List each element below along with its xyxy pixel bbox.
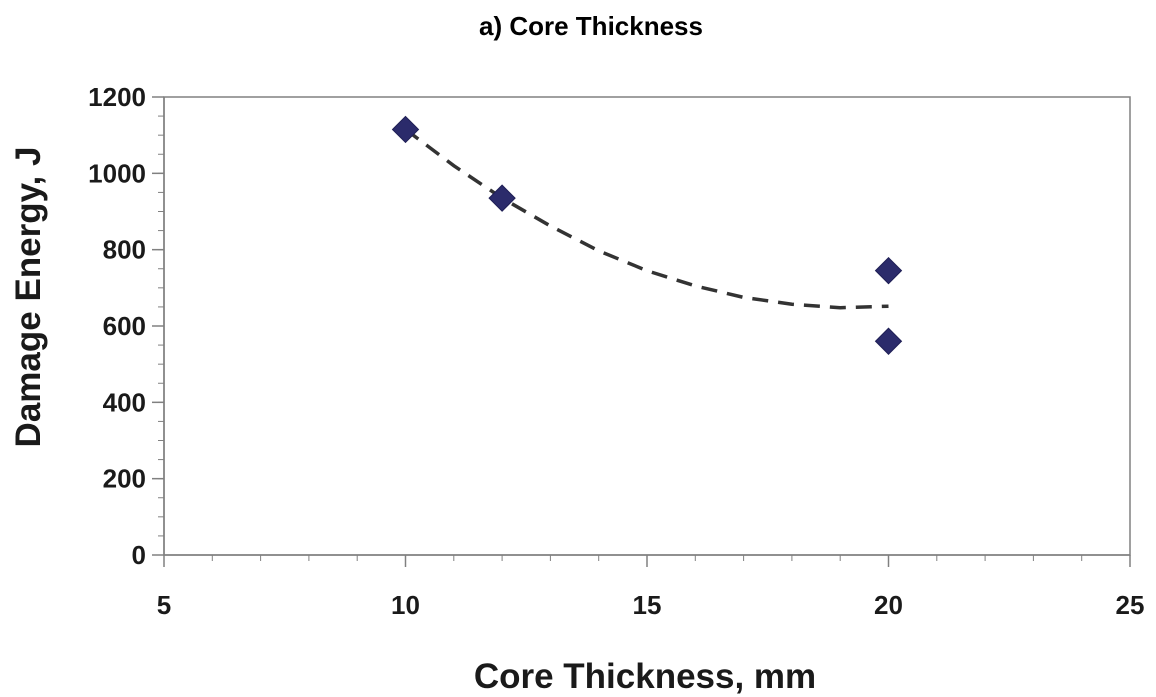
x-tick-label: 10 [391, 590, 420, 620]
data-point-diamond [874, 256, 903, 285]
y-tick-label: 600 [103, 311, 146, 341]
data-points [391, 115, 903, 355]
x-axis-label: Core Thickness, mm [474, 657, 816, 696]
axes: 0 200 400 600 800 1000 1200 5 10 15 20 25 [88, 82, 1144, 620]
data-point-diamond [488, 184, 516, 212]
data-point-diamond [391, 115, 420, 144]
x-tick-label: 20 [874, 590, 903, 620]
y-tick-label: 0 [132, 540, 146, 570]
x-tick-label: 25 [1116, 590, 1145, 620]
y-tick-label: 200 [103, 464, 146, 494]
y-tick-label: 1000 [88, 158, 146, 188]
y-tick-label: 800 [103, 235, 146, 265]
data-point-diamond [874, 327, 903, 355]
trendline-path [404, 128, 889, 310]
y-tick-label: 400 [103, 387, 146, 417]
trendline [404, 128, 889, 310]
x-tick-label: 15 [633, 590, 662, 620]
plot-frame [163, 96, 1131, 556]
y-axis-label: Damage Energy, J [9, 147, 48, 448]
x-tick-label: 5 [157, 590, 171, 620]
chart-title: a) Core Thickness [479, 11, 703, 41]
y-tick-label: 1200 [88, 82, 146, 112]
